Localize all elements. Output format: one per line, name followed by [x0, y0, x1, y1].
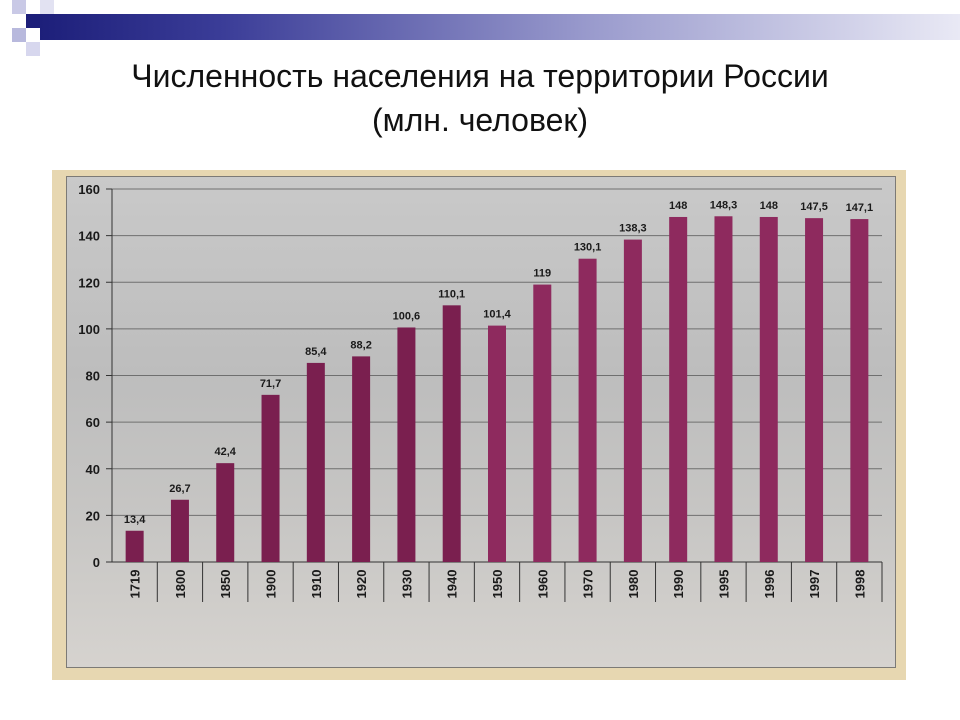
- data-label: 13,4: [124, 514, 146, 526]
- data-label: 100,6: [393, 310, 421, 322]
- slide-title: Численность населения на территории Росс…: [0, 54, 960, 142]
- data-label: 130,1: [574, 242, 602, 254]
- data-label: 119: [533, 268, 551, 280]
- x-tick-label: 1800: [173, 570, 188, 599]
- bar: [759, 216, 778, 562]
- data-label: 71,7: [260, 378, 281, 390]
- slide-title-line1: Численность населения на территории Росс…: [131, 58, 829, 94]
- bar: [306, 362, 325, 562]
- bar: [533, 284, 552, 562]
- header-gradient-bar: [40, 14, 960, 40]
- bar: [714, 216, 733, 562]
- y-tick-label: 100: [78, 322, 100, 337]
- data-label: 101,4: [483, 309, 511, 321]
- x-tick-label: 1719: [128, 570, 143, 599]
- decor-square: [12, 0, 26, 14]
- data-label: 148: [760, 200, 778, 212]
- data-label: 88,2: [350, 339, 371, 351]
- x-tick-label: 1920: [354, 570, 369, 599]
- y-tick-label: 140: [78, 229, 100, 244]
- x-tick-label: 1850: [218, 570, 233, 599]
- data-label: 147,1: [846, 202, 874, 214]
- y-tick-label: 120: [78, 275, 100, 290]
- data-label: 147,5: [800, 201, 828, 213]
- slide-header-decoration: [0, 0, 960, 60]
- data-label: 26,7: [169, 483, 190, 495]
- decor-square: [26, 42, 40, 56]
- data-label: 42,4: [215, 446, 237, 458]
- x-tick-label: 1997: [807, 570, 822, 599]
- y-tick-label: 80: [86, 369, 100, 384]
- bar: [578, 258, 597, 562]
- x-tick-label: 1996: [762, 570, 777, 599]
- decor-square: [40, 0, 54, 14]
- x-tick-label: 1970: [581, 570, 596, 599]
- bar: [216, 463, 235, 562]
- y-tick-label: 60: [86, 415, 100, 430]
- x-tick-label: 1930: [399, 570, 414, 599]
- bar: [850, 219, 869, 562]
- bar: [623, 239, 642, 562]
- y-tick-label: 20: [86, 508, 100, 523]
- x-tick-label: 1980: [626, 570, 641, 599]
- data-label: 85,4: [305, 346, 327, 358]
- y-tick-label: 160: [78, 182, 100, 197]
- x-tick-label: 1950: [490, 570, 505, 599]
- bar: [170, 499, 189, 562]
- x-tick-label: 1940: [445, 570, 460, 599]
- bar: [397, 327, 416, 562]
- bar: [488, 325, 506, 562]
- y-tick-label: 0: [93, 555, 100, 570]
- x-tick-label: 1990: [671, 570, 686, 599]
- x-tick-label: 1995: [716, 570, 731, 599]
- data-label: 148: [669, 200, 687, 212]
- bar: [805, 218, 824, 562]
- x-tick-label: 1910: [309, 570, 324, 599]
- bar: [125, 530, 144, 562]
- data-label: 138,3: [619, 223, 647, 235]
- x-tick-label: 1900: [264, 570, 279, 599]
- x-tick-label: 1998: [852, 570, 867, 599]
- data-label: 110,1: [438, 288, 465, 300]
- bar: [352, 356, 371, 562]
- y-tick-label: 40: [86, 462, 100, 477]
- x-tick-label: 1960: [535, 570, 550, 599]
- data-label: 148,3: [710, 199, 738, 211]
- bar: [261, 394, 280, 562]
- slide-title-line2: (млн. человек): [371, 102, 589, 138]
- bar: [442, 305, 461, 562]
- decor-square: [26, 14, 40, 28]
- bar: [669, 216, 688, 562]
- decor-square: [12, 28, 26, 42]
